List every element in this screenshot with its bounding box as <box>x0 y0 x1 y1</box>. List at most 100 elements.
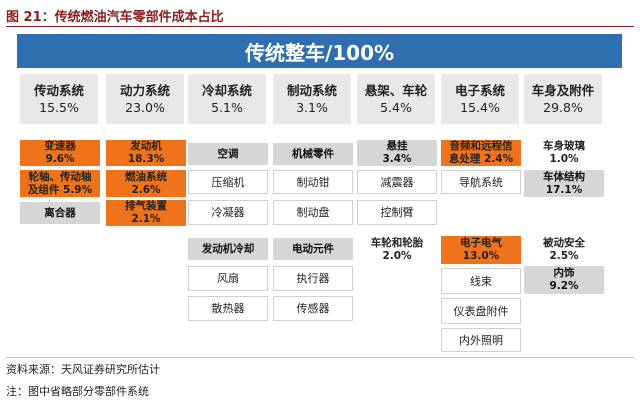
part-label: 车身玻璃 <box>543 140 585 152</box>
category-pct: 5.1% <box>211 100 243 115</box>
part-label: 排气装置 <box>125 200 167 212</box>
part-lighting: 内外照明 <box>441 328 521 352</box>
category-pct: 3.1% <box>296 100 328 115</box>
category-suspension-wheels: 悬架、车轮 5.4% <box>357 74 435 124</box>
part-actuator: 执行器 <box>273 266 353 291</box>
category-electronics: 电子系统 15.4% <box>441 74 519 124</box>
part-body-structure: 车体结构 17.1% <box>524 170 604 197</box>
part-mechanical-components: 机械零件 <box>273 143 353 165</box>
category-name: 制动系统 <box>286 83 337 98</box>
part-transmission: 变速器 9.6% <box>20 140 100 166</box>
part-value: 13.0% <box>462 250 500 262</box>
part-value: 2.1% <box>131 213 161 225</box>
part-engine: 发动机 18.3% <box>106 140 186 166</box>
category-brakes: 制动系统 3.1% <box>273 74 351 124</box>
category-name: 车身及附件 <box>531 83 595 98</box>
title-divider <box>6 26 634 27</box>
category-pct: 29.8% <box>543 100 583 115</box>
part-navigation: 导航系统 <box>441 170 521 194</box>
part-brake-caliper: 制动钳 <box>273 170 353 194</box>
part-label: 燃油系统 <box>125 170 167 183</box>
part-value: 3.4% <box>382 153 412 165</box>
part-label: 执行器 <box>296 272 330 285</box>
part-compressor: 压缩机 <box>188 170 268 194</box>
category-drivetrain: 传动系统 15.5% <box>20 74 98 124</box>
part-brake-disc: 制动盘 <box>273 200 353 225</box>
part-label: 电子电气 <box>460 237 502 249</box>
part-label: 车体结构 <box>543 170 585 183</box>
part-value: 2.5% <box>549 250 579 262</box>
part-fan: 风扇 <box>188 266 268 291</box>
part-label: 制动盘 <box>296 206 330 219</box>
part-audio-telematics: 音频和远程信 息处理 2.4% <box>441 140 521 166</box>
footer-divider <box>6 357 634 358</box>
part-value: 2.0% <box>382 250 412 262</box>
part-label: 仪表盘附件 <box>453 304 509 318</box>
part-electrical-components: 电动元件 <box>273 238 353 260</box>
part-passive-safety: 被动安全 2.5% <box>524 236 604 264</box>
part-suspension: 悬挂 3.4% <box>357 140 437 166</box>
category-name: 动力系统 <box>119 83 170 98</box>
part-control-arm: 控制臂 <box>357 200 437 225</box>
part-label: 导航系统 <box>459 175 503 189</box>
part-air-conditioning: 空调 <box>188 143 268 165</box>
part-label-value: 息处理 2.4% <box>448 153 514 165</box>
part-label: 内外照明 <box>459 333 503 347</box>
footnote: 注：图中省略部分零部件系统 <box>6 385 149 398</box>
category-pct: 23.0% <box>125 100 165 115</box>
part-label: 变速器 <box>44 140 76 152</box>
part-shock-absorber: 减震器 <box>357 170 437 194</box>
part-label: 风扇 <box>217 272 239 285</box>
category-cooling: 冷却系统 5.1% <box>188 74 266 124</box>
part-label: 压缩机 <box>211 175 245 189</box>
part-label: 散热器 <box>211 302 245 315</box>
part-engine-cooling: 发动机冷却 <box>188 238 268 260</box>
category-pct: 15.5% <box>39 100 79 115</box>
figure-title: 图 21：传统燃油汽车零部件成本占比 <box>6 10 224 25</box>
part-label: 制动钳 <box>296 175 330 189</box>
part-radiator: 散热器 <box>188 296 268 321</box>
part-label: 发动机冷却 <box>201 242 255 255</box>
part-sensor: 传感器 <box>273 296 353 321</box>
category-pct: 15.4% <box>460 100 500 115</box>
category-pct: 5.4% <box>380 100 412 115</box>
part-label: 轮轴、传动轴 <box>28 170 92 183</box>
part-label: 线束 <box>470 274 492 288</box>
part-label: 控制臂 <box>380 206 414 219</box>
part-axle-driveshaft: 轮轴、传动轴 及组件 5.9% <box>20 170 100 197</box>
part-label-value: 及组件 5.9% <box>27 183 93 196</box>
part-label: 减震器 <box>380 175 414 189</box>
category-name: 悬架、车轮 <box>364 83 428 98</box>
part-dashboard-accessories: 仪表盘附件 <box>441 298 521 324</box>
category-name: 传动系统 <box>33 83 84 98</box>
part-label: 内饰 <box>553 267 575 279</box>
category-body-accessories: 车身及附件 29.8% <box>524 74 602 124</box>
vehicle-total-banner: 传统整车/100% <box>17 34 622 68</box>
part-label: 发动机 <box>130 140 162 152</box>
part-body-glass: 车身玻璃 1.0% <box>524 140 604 166</box>
part-condenser: 冷凝器 <box>188 200 268 225</box>
part-value: 18.3% <box>127 153 165 165</box>
part-electrical-electronics: 电子电气 13.0% <box>441 236 521 264</box>
part-label: 冷凝器 <box>211 206 245 219</box>
category-name: 电子系统 <box>454 83 505 98</box>
part-clutch: 离合器 <box>20 202 100 224</box>
part-exhaust: 排气装置 2.1% <box>106 200 186 226</box>
part-label: 空调 <box>217 147 239 160</box>
part-wiring-harness: 线束 <box>441 268 521 294</box>
category-powertrain: 动力系统 23.0% <box>106 74 184 124</box>
part-label: 机械零件 <box>292 147 334 160</box>
source-note: 资料来源：天风证券研究所估计 <box>6 363 160 376</box>
part-wheels-tires: 车轮和轮胎 2.0% <box>357 236 437 264</box>
part-label: 音频和远程信 <box>449 140 513 152</box>
part-value: 9.6% <box>45 153 75 165</box>
part-label: 被动安全 <box>543 237 585 249</box>
part-label: 离合器 <box>44 206 76 219</box>
part-value: 9.2% <box>549 280 579 292</box>
part-label: 传感器 <box>296 302 330 315</box>
part-interior: 内饰 9.2% <box>524 266 604 294</box>
part-value: 17.1% <box>545 183 583 196</box>
part-label: 车轮和轮胎 <box>370 237 424 249</box>
part-fuel-system: 燃油系统 2.6% <box>106 170 186 197</box>
part-label: 电动元件 <box>292 242 334 255</box>
